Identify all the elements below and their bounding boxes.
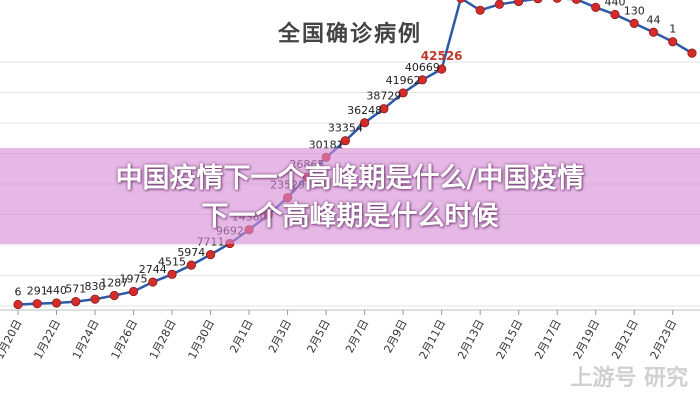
x-tick-label: 1月20日 bbox=[0, 317, 25, 361]
x-tick-label: 2月1日 bbox=[227, 317, 255, 355]
data-label: 38729 bbox=[366, 90, 401, 103]
data-label: 130 bbox=[624, 4, 645, 17]
overlay-title-line-1: 中国疫情下一个高峰期是什么/中国疫情 bbox=[115, 163, 585, 194]
watermark: 上游号 研究 bbox=[570, 366, 688, 391]
data-point bbox=[71, 296, 81, 307]
x-tick-label: 1月26日 bbox=[109, 317, 141, 361]
data-label: 833 bbox=[585, 0, 606, 1]
data-label: 440 bbox=[46, 284, 67, 297]
data-point bbox=[340, 136, 350, 146]
data-point bbox=[494, 0, 505, 9]
x-tick-label: 2月19日 bbox=[571, 317, 603, 361]
data-label: 1287 bbox=[100, 277, 128, 290]
x-tick-label: 2月9日 bbox=[381, 317, 409, 355]
data-point bbox=[533, 0, 543, 4]
data-label: 291 bbox=[27, 285, 48, 298]
data-point bbox=[456, 0, 466, 3]
data-point bbox=[51, 298, 62, 308]
data-point bbox=[186, 260, 196, 270]
x-tick-label: 2月23日 bbox=[648, 317, 680, 361]
data-point bbox=[591, 2, 601, 12]
data-point bbox=[687, 48, 697, 58]
data-point bbox=[379, 104, 389, 114]
data-label: 6 bbox=[15, 285, 22, 298]
x-tick-label: 1月24日 bbox=[70, 317, 102, 361]
data-point bbox=[475, 5, 485, 15]
data-point bbox=[148, 277, 158, 287]
overlay-title: 中国疫情下一个高峰期是什么/中国疫情 下一个高峰期是什么时候 bbox=[20, 160, 680, 236]
data-label: 830 bbox=[85, 280, 106, 293]
data-label-peak: 42526 bbox=[421, 49, 463, 63]
data-point bbox=[417, 75, 427, 85]
data-point bbox=[205, 249, 216, 260]
data-point bbox=[167, 269, 177, 279]
data-point bbox=[610, 9, 620, 20]
data-point bbox=[514, 0, 524, 7]
data-point bbox=[13, 299, 23, 310]
data-point bbox=[629, 18, 639, 28]
x-tick-label: 2月7日 bbox=[343, 317, 371, 355]
data-point bbox=[128, 286, 139, 297]
data-label: 4515 bbox=[158, 255, 186, 268]
data-label: 41962 bbox=[386, 74, 421, 87]
data-point bbox=[109, 290, 119, 301]
x-tick-label: 2月5日 bbox=[304, 317, 332, 355]
x-tick-label: 2月21日 bbox=[609, 317, 641, 361]
data-point bbox=[437, 64, 447, 74]
x-tick-label: 1月28日 bbox=[147, 317, 179, 361]
overlay-title-line-2: 下一个高峰期是什么时候 bbox=[201, 201, 499, 232]
data-label: 571 bbox=[65, 283, 86, 296]
data-point bbox=[90, 294, 100, 304]
x-tick-label: 1月30日 bbox=[186, 317, 218, 361]
data-point bbox=[571, 0, 582, 4]
data-point bbox=[398, 88, 408, 98]
data-point bbox=[552, 0, 562, 3]
data-point bbox=[32, 299, 42, 309]
data-label: 1975 bbox=[120, 272, 148, 285]
x-tick-label: 1月22日 bbox=[31, 317, 63, 361]
x-tick-label: 2月11日 bbox=[417, 317, 449, 361]
x-tick-label: 2月17日 bbox=[532, 317, 564, 361]
overlay-band bbox=[0, 148, 700, 244]
data-label: 40669 bbox=[405, 61, 440, 74]
data-label: 440 bbox=[604, 0, 625, 8]
data-point bbox=[648, 27, 659, 37]
data-label: 36248 bbox=[347, 104, 382, 117]
data-label: 5974 bbox=[177, 246, 205, 259]
data-label: 2744 bbox=[139, 263, 167, 276]
chart-title: 全国确诊病例 bbox=[277, 22, 422, 47]
data-label: 44 bbox=[646, 13, 660, 26]
x-tick-label: 2月13日 bbox=[455, 317, 487, 361]
data-point bbox=[668, 37, 678, 47]
x-tick-label: 2月3日 bbox=[266, 317, 294, 355]
data-point bbox=[360, 118, 370, 128]
data-label: 33354 bbox=[328, 122, 363, 135]
x-tick-label: 2月15日 bbox=[494, 317, 526, 361]
data-label: 1 bbox=[669, 23, 676, 36]
